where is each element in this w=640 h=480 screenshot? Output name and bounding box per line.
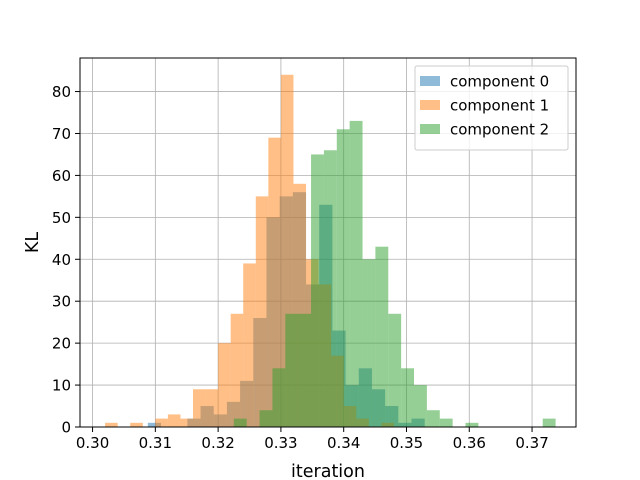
histogram-bar xyxy=(272,368,286,427)
legend-entry-component-2: component 2 xyxy=(420,121,549,139)
x-tick-label: 0.35 xyxy=(390,434,423,452)
x-tick-label: 0.30 xyxy=(76,434,109,452)
legend-entry-component-0: component 0 xyxy=(420,73,549,91)
y-tick-label: 70 xyxy=(52,125,71,143)
histogram-bar xyxy=(375,246,389,427)
legend-label-component-2: component 2 xyxy=(450,121,549,139)
x-tick-label: 0.36 xyxy=(453,434,486,452)
histogram-bar xyxy=(426,410,440,427)
y-axis-ticks: 0 10 20 30 40 50 60 70 80 xyxy=(52,83,80,437)
y-tick-label: 40 xyxy=(52,251,71,269)
histogram-bar xyxy=(388,313,402,427)
histogram-bar xyxy=(311,154,324,427)
histogram-bar xyxy=(205,389,219,427)
legend-swatch-component-0 xyxy=(420,76,440,86)
histogram-bar xyxy=(401,368,415,427)
x-tick-label: 0.31 xyxy=(139,434,172,452)
y-tick-label: 0 xyxy=(61,419,71,437)
histogram-bar xyxy=(218,343,231,427)
histogram-bar xyxy=(243,263,256,427)
x-tick-label: 0.37 xyxy=(515,434,548,452)
legend-box xyxy=(414,65,569,151)
legend-swatch-component-2 xyxy=(420,124,440,134)
histogram-bar xyxy=(268,137,281,427)
y-tick-label: 60 xyxy=(52,167,71,185)
y-tick-label: 50 xyxy=(52,209,71,227)
legend: component 0 component 1 component 2 xyxy=(414,65,569,151)
histogram-bar xyxy=(155,418,168,427)
histogram-bar xyxy=(349,120,363,427)
histogram-bar xyxy=(362,259,376,427)
x-tick-label: 0.32 xyxy=(201,434,234,452)
histogram-bar xyxy=(323,150,337,427)
histogram-bars xyxy=(105,74,556,427)
histogram-bar xyxy=(259,410,273,427)
x-axis-label: iteration xyxy=(291,462,365,480)
histogram-bar xyxy=(147,422,161,427)
y-tick-label: 20 xyxy=(52,335,71,353)
series-component-2 xyxy=(233,120,556,427)
histogram-bar xyxy=(230,313,244,427)
histogram-bar xyxy=(439,418,453,427)
histogram-bar xyxy=(336,129,350,427)
histogram-bar xyxy=(285,313,299,427)
x-tick-label: 0.34 xyxy=(327,434,360,452)
legend-entry-component-1: component 1 xyxy=(420,97,549,115)
histogram-bar xyxy=(105,422,118,427)
histogram-bar xyxy=(255,196,269,427)
y-tick-label: 30 xyxy=(52,293,71,311)
y-tick-label: 80 xyxy=(52,83,71,101)
histogram-bar xyxy=(298,313,312,427)
histogram-bar xyxy=(465,422,479,427)
plot-area-frame xyxy=(79,57,577,428)
x-tick-label: 0.33 xyxy=(264,434,297,452)
y-tick-label: 10 xyxy=(52,377,71,395)
legend-label-component-0: component 0 xyxy=(450,73,549,91)
histogram-bar xyxy=(193,389,206,427)
histogram-bar xyxy=(167,414,181,427)
histogram-bar xyxy=(130,422,143,427)
legend-swatch-component-1 xyxy=(420,100,440,110)
y-axis-label: KL xyxy=(23,232,43,253)
histogram-bar xyxy=(414,385,427,427)
histogram-bar xyxy=(542,418,556,427)
legend-label-component-1: component 1 xyxy=(450,97,549,115)
x-axis-ticks: 0.30 0.31 0.32 0.33 0.34 0.35 0.36 0.37 xyxy=(76,427,549,452)
histogram-bar xyxy=(180,418,194,427)
histogram-bar xyxy=(233,418,247,427)
